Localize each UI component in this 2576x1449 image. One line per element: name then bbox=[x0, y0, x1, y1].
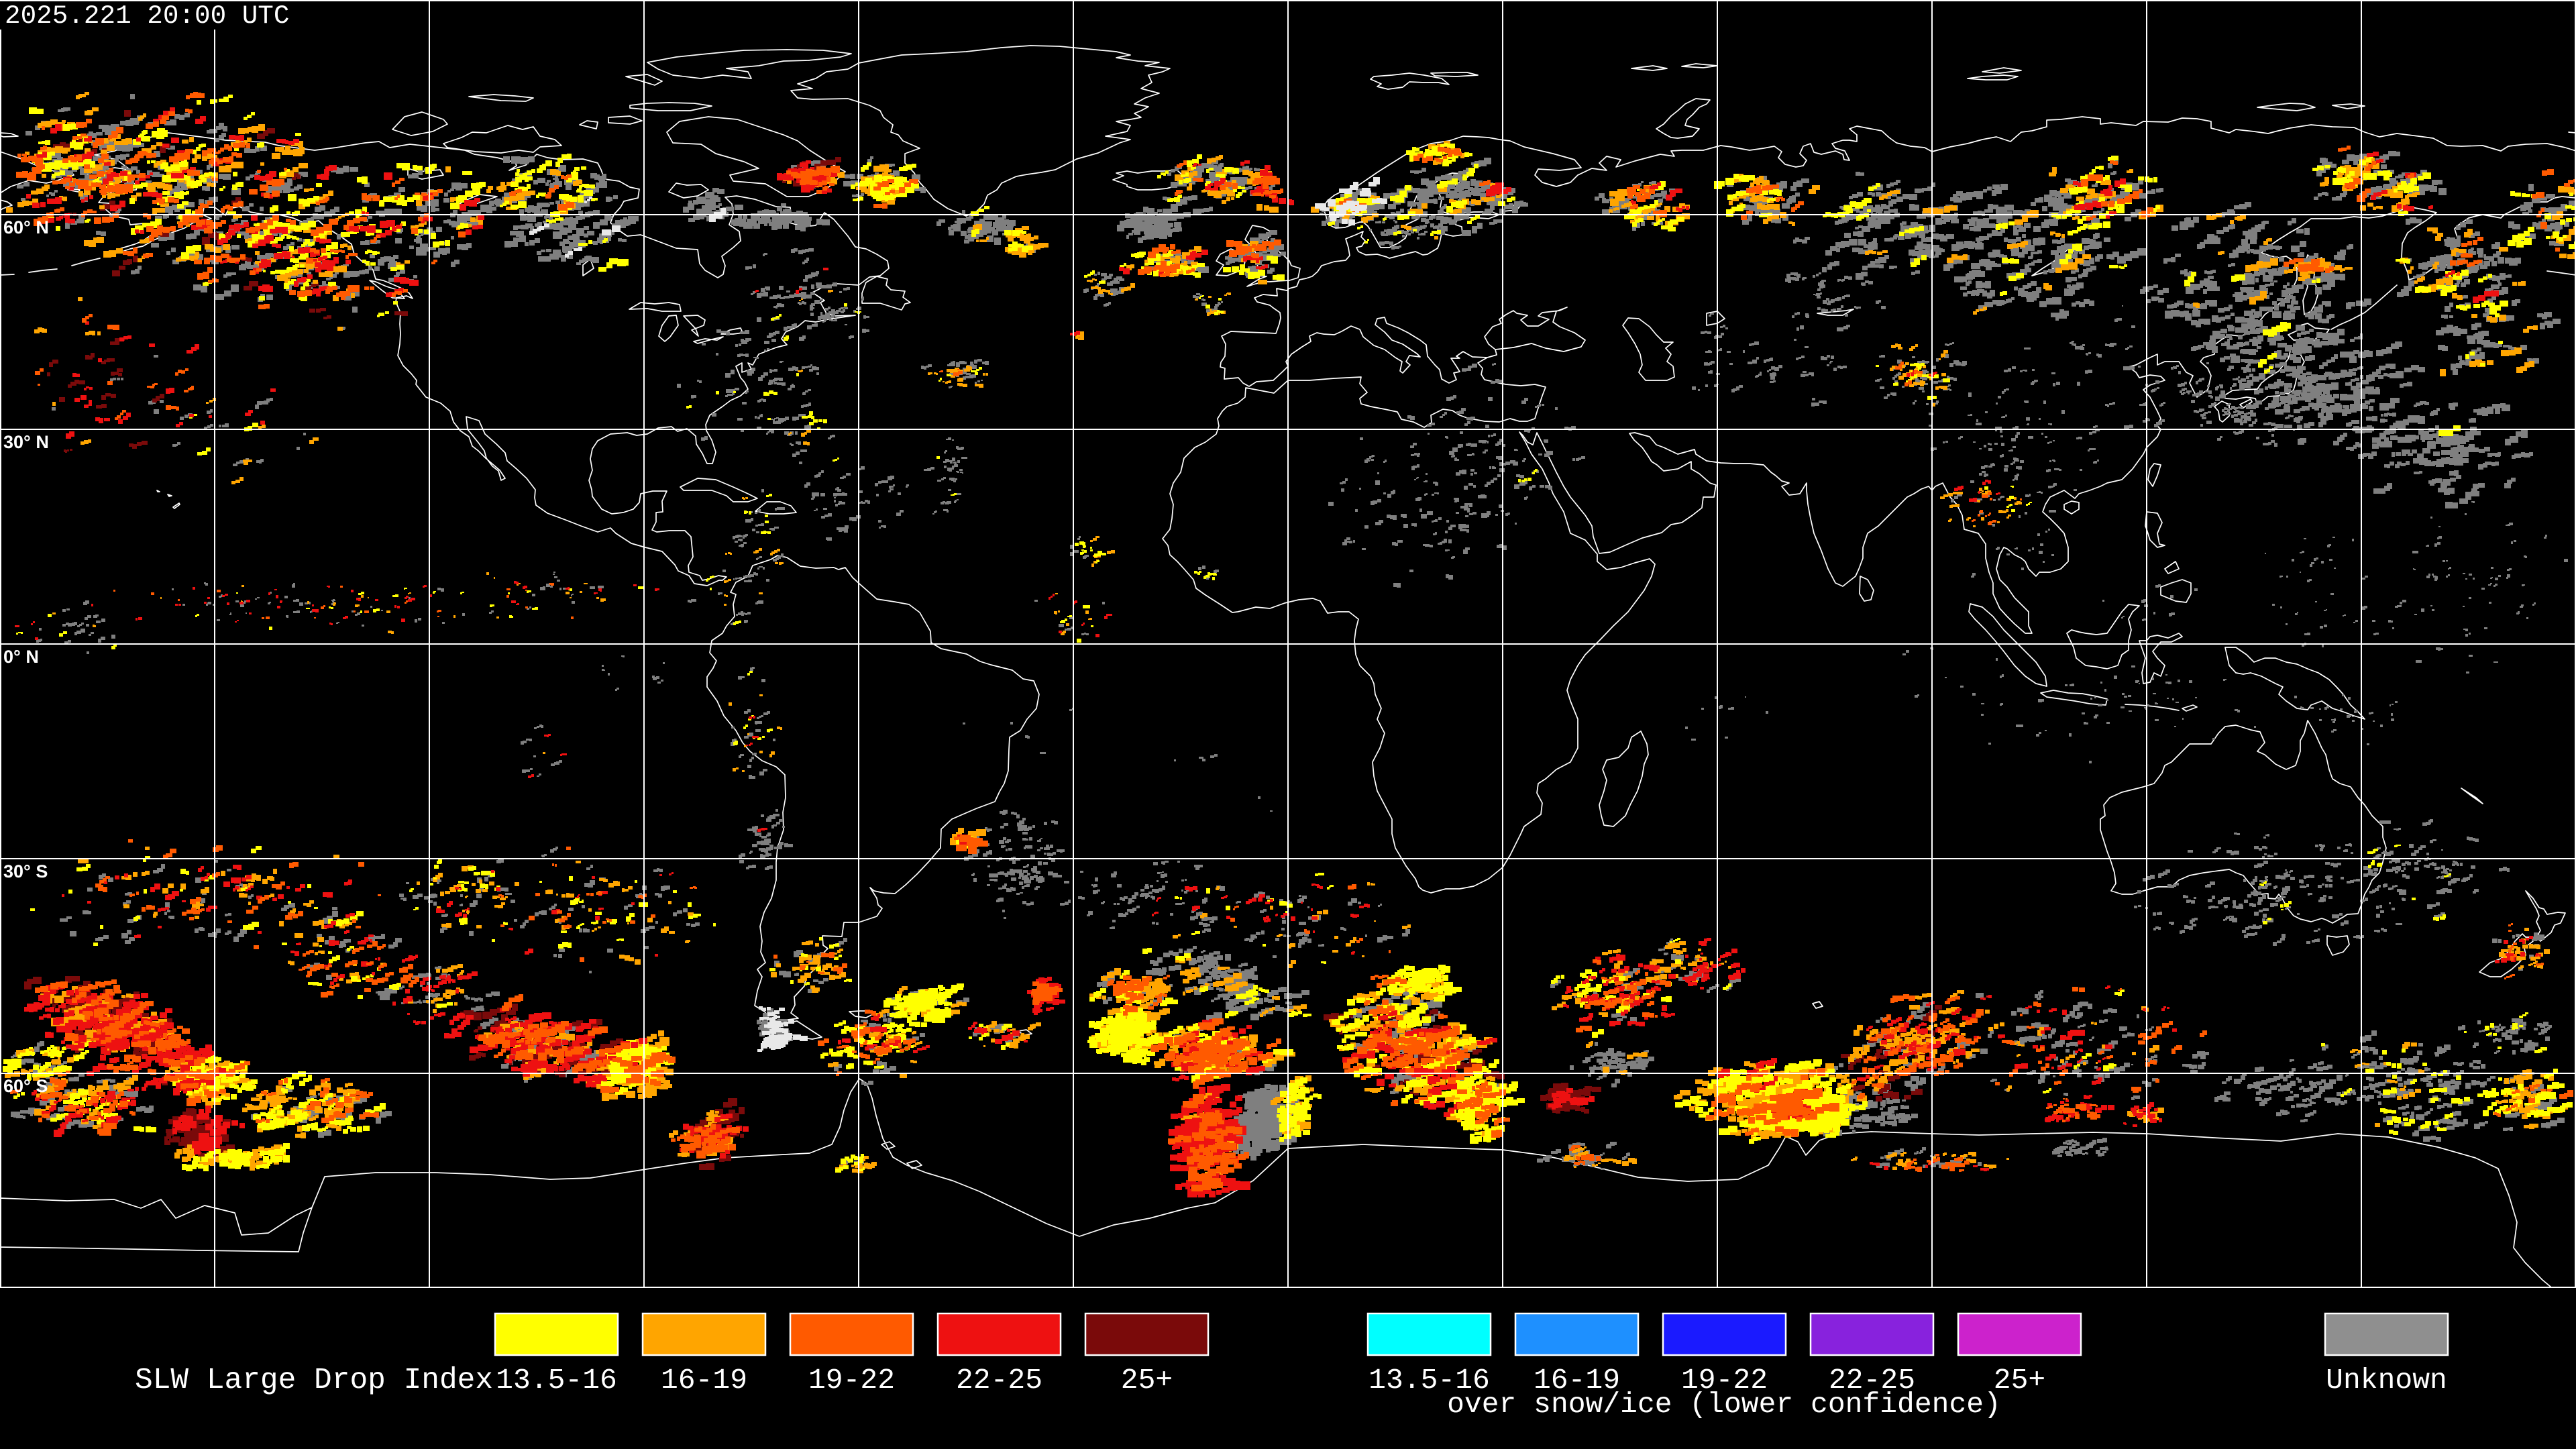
svg-text:2025.221 20:00 UTC: 2025.221 20:00 UTC bbox=[5, 1, 289, 31]
svg-text:16-19: 16-19 bbox=[661, 1364, 747, 1397]
svg-text:25+: 25+ bbox=[1121, 1364, 1173, 1397]
svg-text:19-22: 19-22 bbox=[808, 1364, 895, 1397]
svg-text:19-22: 19-22 bbox=[1681, 1364, 1768, 1397]
svg-text:0° N: 0° N bbox=[3, 647, 39, 667]
svg-text:over snow/ice (lower confidenc: over snow/ice (lower confidence) bbox=[1447, 1388, 2001, 1421]
svg-text:30° N: 30° N bbox=[3, 432, 49, 452]
svg-text:60° N: 60° N bbox=[3, 217, 49, 237]
svg-text:13.5-16: 13.5-16 bbox=[1368, 1364, 1490, 1397]
svg-text:Unknown: Unknown bbox=[2326, 1364, 2447, 1397]
svg-text:30° S: 30° S bbox=[3, 861, 48, 881]
svg-text:16-19: 16-19 bbox=[1534, 1364, 1620, 1397]
svg-text:22-25: 22-25 bbox=[956, 1364, 1042, 1397]
svg-text:25+: 25+ bbox=[1994, 1364, 2045, 1397]
svg-text:SLW Large Drop Index: SLW Large Drop Index bbox=[135, 1364, 493, 1397]
svg-text:22-25: 22-25 bbox=[1829, 1364, 1915, 1397]
svg-text:13.5-16: 13.5-16 bbox=[496, 1364, 617, 1397]
svg-text:60° S: 60° S bbox=[3, 1076, 48, 1096]
